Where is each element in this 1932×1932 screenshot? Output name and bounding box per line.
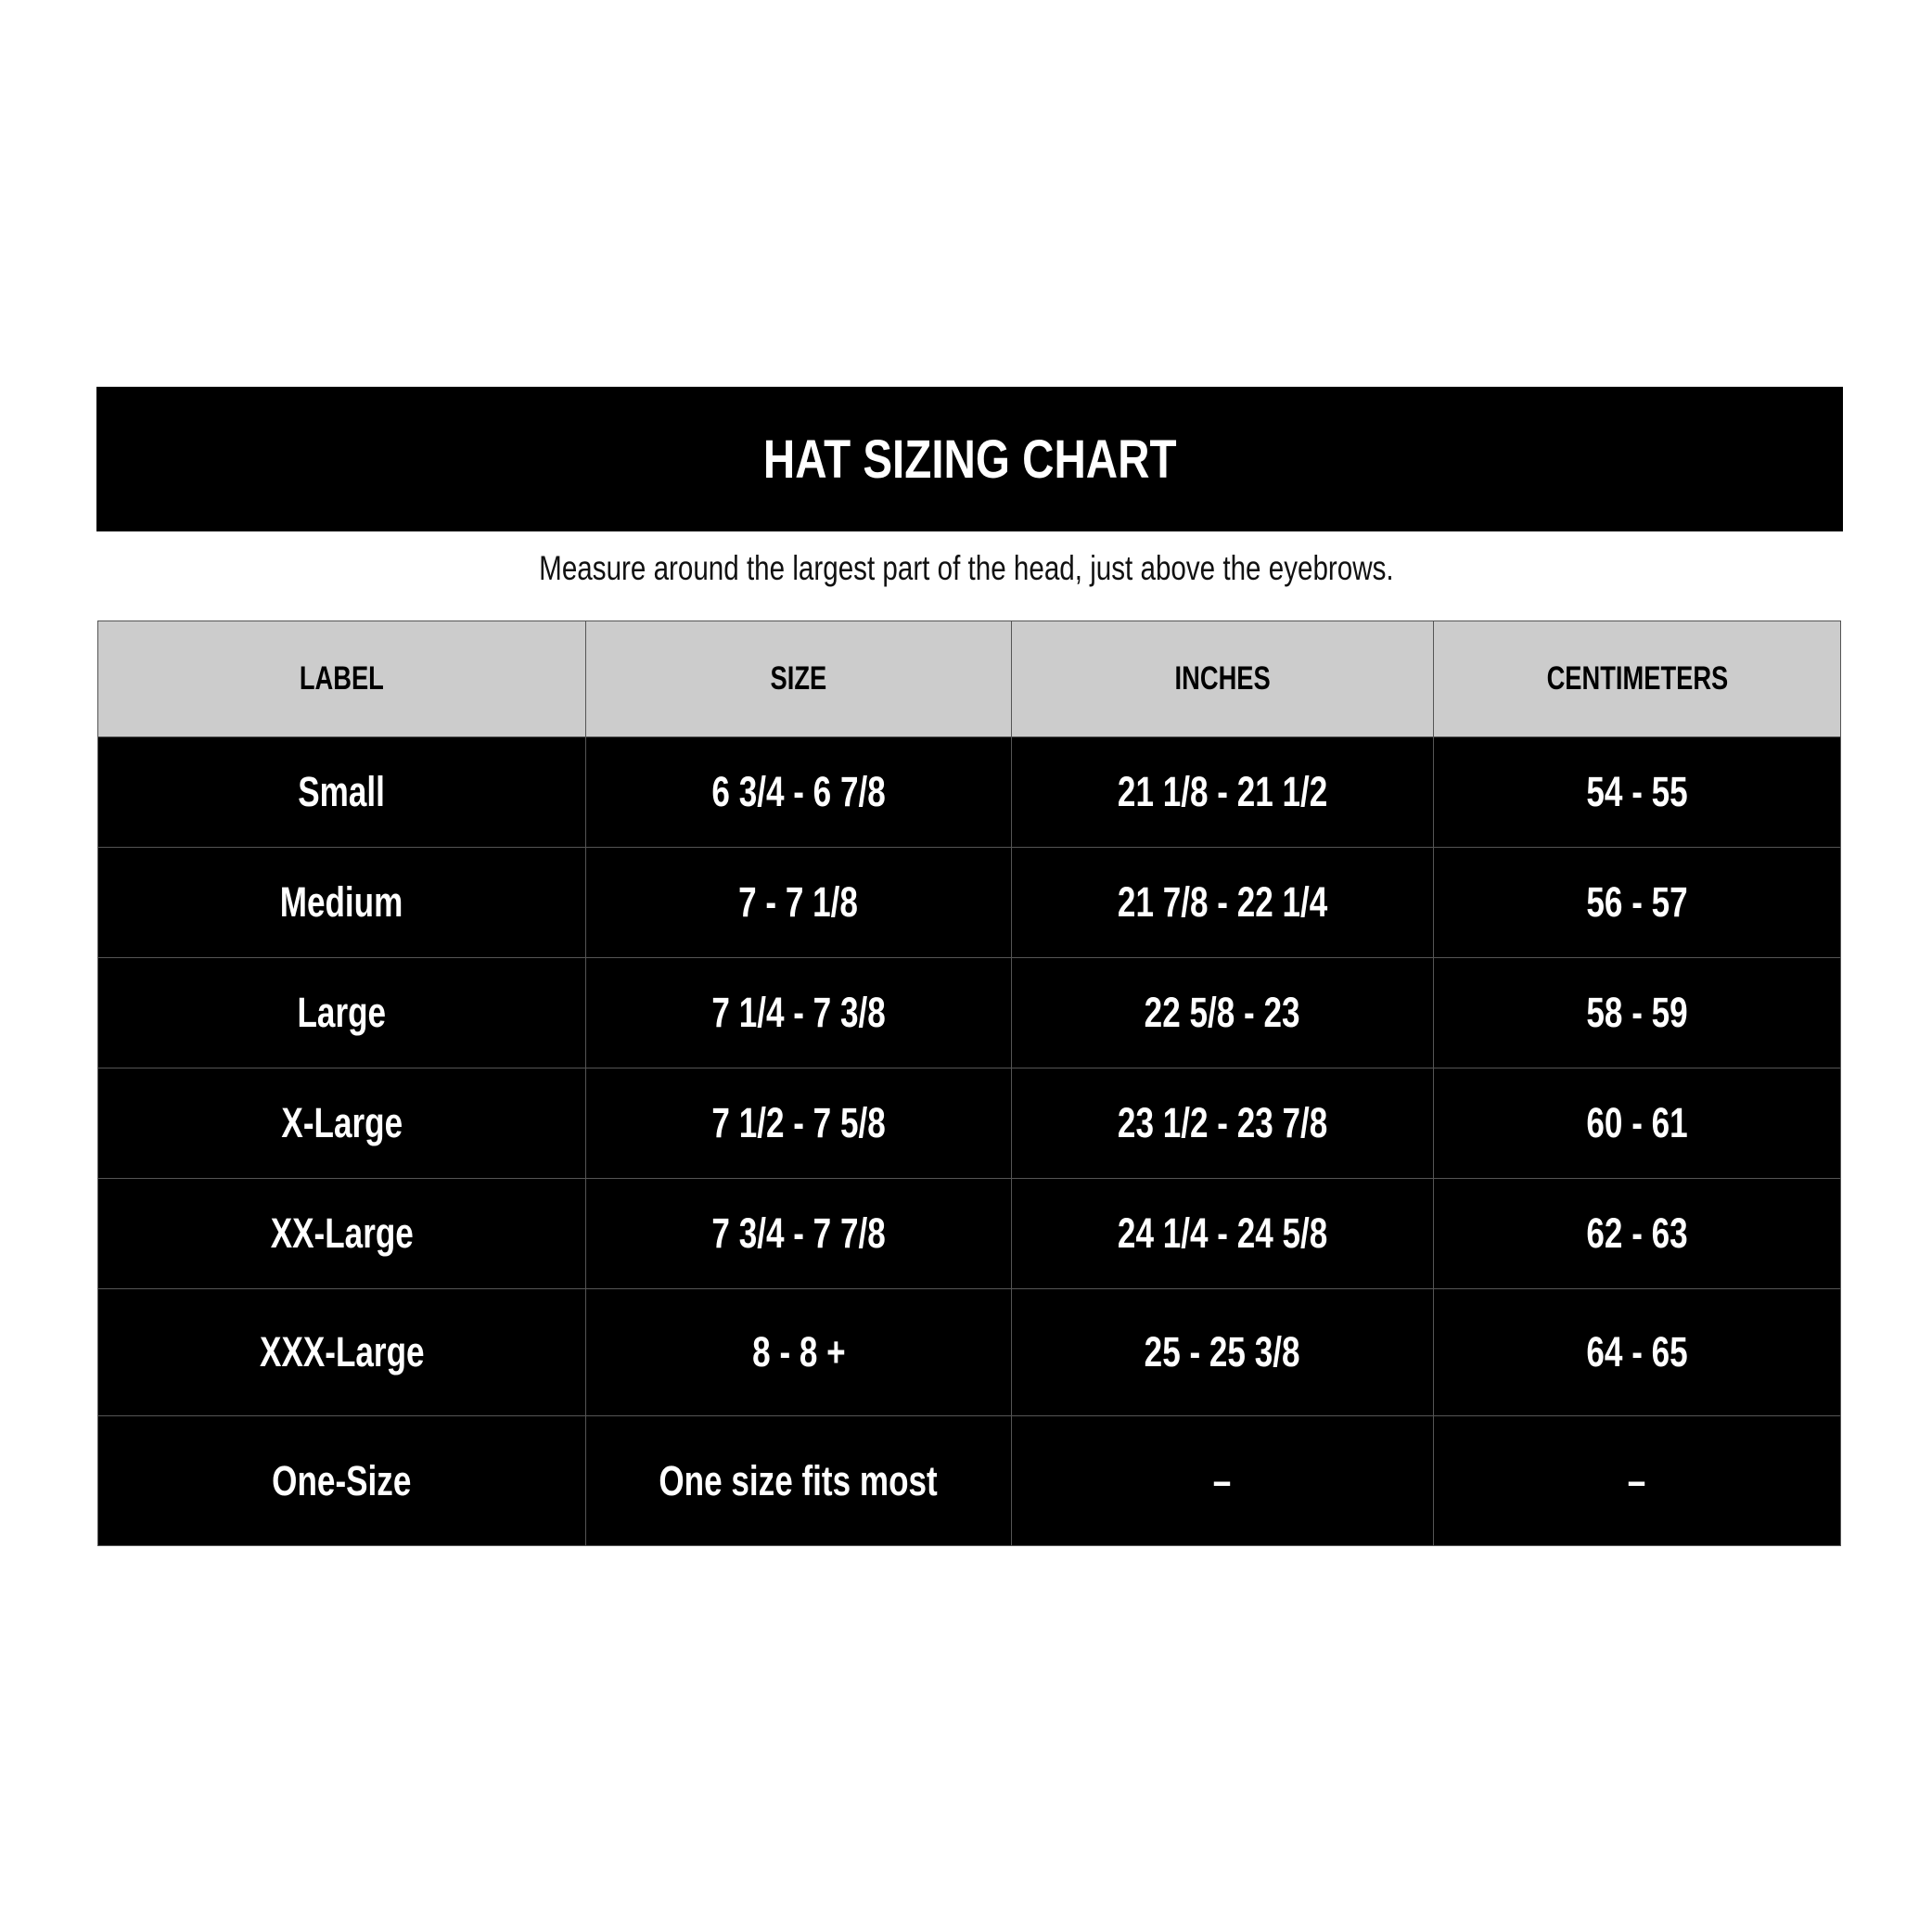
cell-inches: 23 1/2 - 23 7/8 — [1011, 1068, 1434, 1179]
header-label: LABEL — [97, 621, 586, 737]
cell-centimeters: 56 - 57 — [1433, 847, 1841, 958]
table-row: Medium 7 - 7 1/8 21 7/8 - 22 1/4 56 - 57 — [97, 847, 1841, 958]
cell-label: X-Large — [97, 1068, 586, 1179]
cell-centimeters: 58 - 59 — [1433, 957, 1841, 1068]
cell-centimeters: 64 - 65 — [1433, 1288, 1841, 1416]
title-bar: HAT SIZING CHART — [96, 387, 1843, 531]
cell-label: XXX-Large — [97, 1288, 586, 1416]
header-size: SIZE — [585, 621, 1012, 737]
cell-label: Medium — [97, 847, 586, 958]
cell-size: 7 3/4 - 7 7/8 — [585, 1178, 1012, 1289]
cell-centimeters: 54 - 55 — [1433, 736, 1841, 848]
cell-centimeters: 60 - 61 — [1433, 1068, 1841, 1179]
cell-label: Large — [97, 957, 586, 1068]
cell-size: One size fits most — [585, 1415, 1012, 1546]
table-row: XX-Large 7 3/4 - 7 7/8 24 1/4 - 24 5/8 62 -… — [97, 1178, 1841, 1289]
cell-inches: 21 7/8 - 22 1/4 — [1011, 847, 1434, 958]
cell-inches: 22 5/8 - 23 — [1011, 957, 1434, 1068]
table-row: Small 6 3/4 - 6 7/8 21 1/8 - 21 1/2 54 - 55 — [97, 736, 1841, 848]
page-title: HAT SIZING CHART — [762, 429, 1177, 490]
cell-size: 7 - 7 1/8 — [585, 847, 1012, 958]
table-header-row: LABEL SIZE INCHES CENTIMETERS — [97, 621, 1841, 737]
cell-size: 7 1/4 - 7 3/8 — [585, 957, 1012, 1068]
header-inches: INCHES — [1011, 621, 1434, 737]
table-row: XXX-Large 8 - 8 +25 - 25 3/8 64 - 65 — [97, 1288, 1841, 1416]
cell-size: 7 1/2 - 7 5/8 — [585, 1068, 1012, 1179]
table-row: One-Size One size fits most – – — [97, 1415, 1841, 1546]
cell-label: Small — [97, 736, 586, 848]
cell-inches: 24 1/4 - 24 5/8 — [1011, 1178, 1434, 1289]
cell-inches: – — [1011, 1415, 1434, 1546]
cell-inches: 25 - 25 3/8 — [1011, 1288, 1434, 1416]
sizing-table: LABEL SIZE INCHES CENTIMETERS Small 6 3/4… — [97, 621, 1841, 1546]
subtitle-text: Measure around the largest part of the h… — [538, 549, 1394, 587]
cell-inches: 21 1/8 - 21 1/2 — [1011, 736, 1434, 848]
cell-size: 6 3/4 - 6 7/8 — [585, 736, 1012, 848]
cell-label: XX-Large — [97, 1178, 586, 1289]
cell-label: One-Size — [97, 1415, 586, 1546]
table-row: X-Large 7 1/2 - 7 5/8 23 1/2 - 23 7/8 60 - … — [97, 1068, 1841, 1179]
subtitle: Measure around the largest part of the h… — [0, 549, 1932, 588]
cell-centimeters: 62 - 63 — [1433, 1178, 1841, 1289]
header-centimeters: CENTIMETERS — [1433, 621, 1841, 737]
cell-size: 8 - 8 + — [585, 1288, 1012, 1416]
table-row: Large 7 1/4 - 7 3/8 22 5/8 - 23 58 - 59 — [97, 957, 1841, 1068]
cell-centimeters: – — [1433, 1415, 1841, 1546]
